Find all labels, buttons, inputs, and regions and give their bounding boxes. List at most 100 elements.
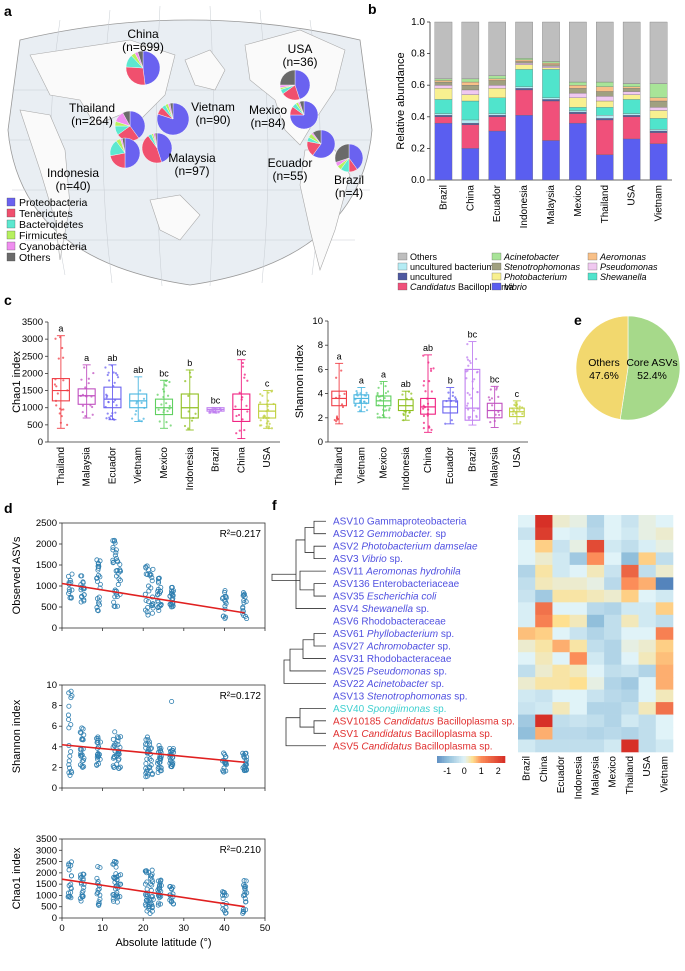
data-point xyxy=(111,764,117,770)
data-point xyxy=(495,386,498,389)
data-point xyxy=(145,572,151,578)
y-tick-label: 10 xyxy=(46,680,57,691)
heatmap-cell xyxy=(518,564,536,578)
bar-segment-shewanella xyxy=(542,69,560,98)
box xyxy=(397,399,414,412)
bar-segment-vibrio xyxy=(515,115,533,181)
data-point xyxy=(343,392,346,395)
data-point xyxy=(497,410,500,414)
heatmap-cell xyxy=(569,714,588,728)
data-point xyxy=(489,388,492,391)
bar-segment-photobacterium xyxy=(434,88,453,100)
data-point xyxy=(84,415,87,418)
data-point xyxy=(115,750,121,756)
data-point xyxy=(66,725,72,731)
heatmap-cell xyxy=(518,739,536,753)
heatmap-cell xyxy=(638,589,657,603)
significance-letter: ab xyxy=(423,343,433,353)
bar-segment-uncultured-bacterium xyxy=(488,113,506,116)
data-point xyxy=(223,600,229,606)
dendrogram-branch xyxy=(313,520,326,535)
bar-segment-shewanella xyxy=(569,107,587,111)
pie-slice-others xyxy=(169,102,174,120)
data-point xyxy=(387,409,391,412)
heatmap-cell xyxy=(621,727,639,740)
data-point xyxy=(170,901,176,907)
data-point xyxy=(112,594,118,600)
pie-slice-core-asvs xyxy=(619,315,681,421)
core-asvs-label: Core ASVs xyxy=(626,357,677,369)
data-point xyxy=(238,429,241,432)
data-point xyxy=(340,369,343,372)
colorbar-segment xyxy=(499,756,502,763)
shannon-boxplot: 0 2 4 6 8 10 Shannon index a Thailand a Vietnam a Me… xyxy=(294,316,528,490)
bar-segment-uncultured-bacterium xyxy=(622,113,641,116)
data-point xyxy=(58,412,61,415)
heatmap-cell xyxy=(569,515,588,528)
data-point xyxy=(87,377,90,380)
y-tick-label: 8 xyxy=(52,701,57,712)
data-point xyxy=(155,578,161,584)
heatmap-cell xyxy=(655,627,674,641)
data-point xyxy=(168,404,171,408)
data-point xyxy=(220,769,226,775)
heatmap-cell xyxy=(552,515,570,528)
bar-segment-shewanella xyxy=(596,107,614,116)
data-point xyxy=(408,410,411,414)
data-point xyxy=(466,342,469,346)
data-point xyxy=(155,586,161,592)
dendrogram-branch xyxy=(285,717,326,747)
observed-asvs-scatter: 0 500 1000 1500 2000 2500 Observed ASVs R²=0.21… xyxy=(11,518,266,634)
data-point xyxy=(340,403,344,406)
y-tick-label: 10 xyxy=(312,316,323,327)
data-point xyxy=(454,396,457,399)
heatmap-cell xyxy=(604,664,622,678)
heatmap-cell xyxy=(604,714,622,728)
data-point xyxy=(242,892,248,898)
data-point xyxy=(355,389,358,393)
heatmap-cell xyxy=(621,527,639,541)
data-point xyxy=(115,582,121,588)
x-tick-label: Indonesia xyxy=(185,447,196,491)
data-point xyxy=(401,393,404,396)
heatmap-cell xyxy=(621,552,639,566)
heatmap-cell xyxy=(586,515,605,528)
pie-slice-others xyxy=(122,110,131,127)
row-label: ASV3 Vibrio sp. xyxy=(333,554,403,565)
data-point xyxy=(108,416,111,419)
data-point xyxy=(116,756,122,762)
data-point xyxy=(158,765,164,771)
heatmap-cell xyxy=(569,539,588,553)
heatmap-cell xyxy=(604,739,622,753)
data-point xyxy=(110,736,116,742)
colorbar-tick-label: -1 xyxy=(443,766,451,776)
data-point xyxy=(246,379,249,382)
data-point xyxy=(106,412,109,415)
data-point xyxy=(144,742,150,748)
colorbar-segment xyxy=(498,756,501,763)
data-point xyxy=(183,424,187,428)
data-point xyxy=(488,398,491,402)
data-point xyxy=(497,413,501,417)
data-point xyxy=(147,910,153,916)
data-point xyxy=(109,414,113,418)
data-point xyxy=(83,366,86,369)
data-point xyxy=(94,875,100,881)
data-point xyxy=(475,371,479,374)
pie-ecuador xyxy=(306,129,336,159)
data-point xyxy=(96,602,102,608)
data-point xyxy=(113,381,116,384)
data-point xyxy=(95,756,101,762)
y-tick-label: 0.8 xyxy=(411,49,425,60)
bar-segment-aeromonas xyxy=(461,81,480,86)
colorbar-segment xyxy=(476,756,479,763)
x-tick-label: Ecuador xyxy=(445,446,456,484)
data-point xyxy=(156,575,162,581)
x-tick-label: Thailand xyxy=(600,185,611,223)
data-point xyxy=(111,599,117,605)
regression-line xyxy=(61,743,245,764)
bar-segment-shewanella xyxy=(649,118,668,130)
data-point xyxy=(422,421,426,424)
bar-segment-uncultured xyxy=(649,130,668,133)
data-point xyxy=(428,426,431,429)
